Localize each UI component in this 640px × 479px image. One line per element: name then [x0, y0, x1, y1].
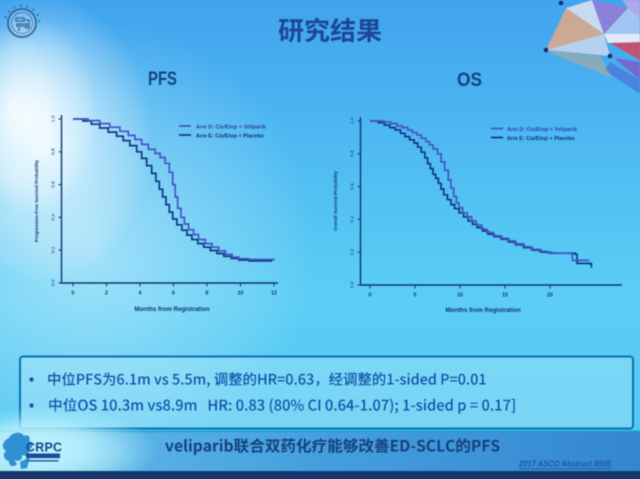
- svg-text:0.2: 0.2: [349, 248, 355, 255]
- svg-text:0.0: 0.0: [349, 281, 355, 288]
- svg-text:2017 ASCO Abstract 8505: 2017 ASCO Abstract 8505: [518, 459, 611, 469]
- svg-text:Arm D: Cis/Etop + Veliparib: Arm D: Cis/Etop + Veliparib: [507, 127, 578, 133]
- svg-text:Months from Registration: Months from Registration: [445, 307, 521, 314]
- svg-text:20: 20: [547, 293, 553, 299]
- svg-text:OS: OS: [457, 70, 482, 91]
- svg-text:8: 8: [206, 291, 209, 297]
- svg-text:Months from Registration: Months from Registration: [134, 306, 210, 313]
- svg-text:0.2: 0.2: [50, 246, 56, 253]
- svg-text:0.8: 0.8: [349, 150, 355, 157]
- svg-text:1.0: 1.0: [349, 117, 355, 124]
- svg-text:1.0: 1.0: [50, 115, 56, 122]
- svg-text:0: 0: [72, 291, 75, 297]
- svg-text:6: 6: [172, 291, 175, 297]
- svg-text:15: 15: [502, 293, 508, 299]
- svg-text:12: 12: [271, 291, 277, 297]
- svg-text:Arm E: Cis/Etop + Placebo: Arm E: Cis/Etop + Placebo: [196, 133, 265, 139]
- svg-text:Arm D: Cis/Etop + Veliparib: Arm D: Cis/Etop + Veliparib: [196, 124, 267, 130]
- svg-text:10: 10: [238, 291, 244, 297]
- svg-text:10: 10: [457, 293, 463, 299]
- svg-text:0.0: 0.0: [50, 279, 56, 286]
- svg-text:0.4: 0.4: [349, 216, 355, 223]
- svg-text:5: 5: [414, 293, 417, 299]
- svg-text:2: 2: [105, 291, 108, 297]
- svg-text:Progression-Free Survival Prob: Progression-Free Survival Probability: [34, 159, 39, 242]
- svg-text:0.6: 0.6: [50, 181, 56, 188]
- svg-text:4: 4: [139, 291, 142, 297]
- svg-text:0.8: 0.8: [50, 148, 56, 155]
- svg-text:0: 0: [369, 293, 372, 299]
- svg-text:0.4: 0.4: [50, 214, 56, 221]
- svg-text:Arm E: Cis/Etop + Placebo: Arm E: Cis/Etop + Placebo: [507, 136, 576, 142]
- svg-text:Overall Survival Probability: Overall Survival Probability: [333, 171, 338, 231]
- svg-text:CRPC: CRPC: [26, 441, 62, 455]
- svg-text:0.6: 0.6: [349, 183, 355, 190]
- svg-text:PFS: PFS: [148, 69, 177, 90]
